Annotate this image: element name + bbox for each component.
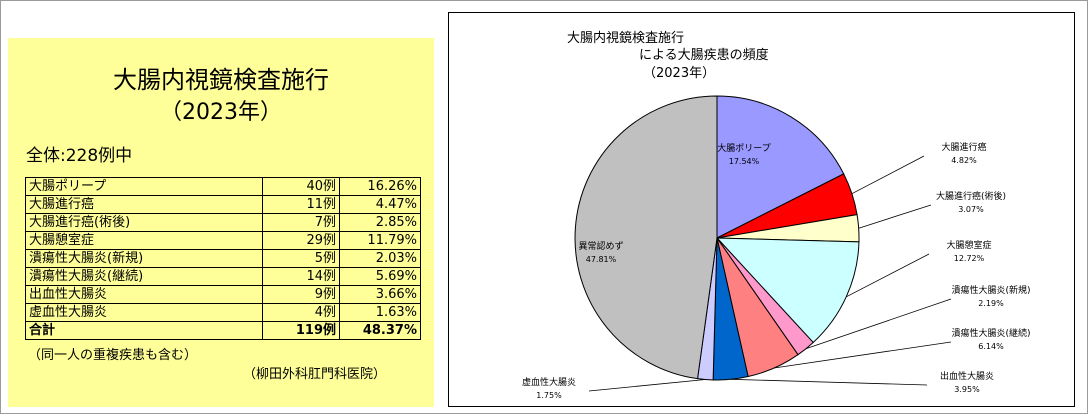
row-name: 大腸進行癌(術後) xyxy=(25,213,263,232)
slice-label-2: 大腸進行癌(術後) xyxy=(936,190,1006,202)
slice-label-0: 大腸ポリープ xyxy=(717,142,770,154)
row-percent: 2.85% xyxy=(339,213,421,232)
slice-percent-7: 1.75% xyxy=(536,391,562,400)
sum-count: 119例 xyxy=(262,321,340,340)
slice-label-5: 潰瘍性大腸炎(継続) xyxy=(951,327,1030,339)
pie-chart: 大腸内視鏡検査施行 による大腸疾患の頻度 （2023年） 大腸ポリープ 17.54… xyxy=(522,30,1031,400)
leader-line-2 xyxy=(858,204,932,229)
summary-subtitle: （2023年） xyxy=(160,100,282,125)
row-percent: 4.47% xyxy=(339,195,421,214)
row-percent: 16.26% xyxy=(339,177,421,196)
row-percent: 3.66% xyxy=(339,285,421,304)
slice-label-8: 異常認めず xyxy=(578,240,623,252)
row-count: 29例 xyxy=(262,231,340,250)
summary-panel: 大腸内視鏡検査施行 （2023年） 全体:228例中 大腸ポリープ 40例 16.2… xyxy=(8,38,434,407)
row-name: 潰瘍性大腸炎(新規) xyxy=(25,249,263,268)
row-percent: 2.03% xyxy=(339,249,421,268)
row-name: 大腸憩室症 xyxy=(25,231,263,250)
table-row: 虚血性大腸炎 4例 1.63% xyxy=(25,303,421,322)
leader-line-6 xyxy=(730,378,928,386)
slice-label-4: 潰瘍性大腸炎(新規) xyxy=(951,284,1030,296)
table-row: 潰瘍性大腸炎(新規) 5例 2.03% xyxy=(25,249,421,268)
row-percent: 1.63% xyxy=(339,303,421,322)
table-row: 大腸憩室症 29例 11.79% xyxy=(25,231,421,250)
chart-title-line-1: 大腸内視鏡検査施行 xyxy=(567,30,684,46)
summary-total: 全体:228例中 xyxy=(26,146,133,166)
row-name: 出血性大腸炎 xyxy=(25,285,263,304)
sum-percent: 48.37% xyxy=(339,321,421,340)
slice-percent-1: 4.82% xyxy=(951,156,977,165)
table-row: 大腸進行癌 11例 4.47% xyxy=(25,195,421,214)
slice-percent-8: 47.81% xyxy=(586,255,617,264)
slice-percent-6: 3.95% xyxy=(954,385,980,394)
slice-label-3: 大腸憩室症 xyxy=(946,239,991,251)
row-count: 11例 xyxy=(262,195,340,214)
summary-title: 大腸内視鏡検査施行 xyxy=(113,66,329,94)
slice-label-1: 大腸進行癌 xyxy=(941,141,986,153)
leader-line-5 xyxy=(774,341,952,369)
table-sum-row: 合計 119例 48.37% xyxy=(25,321,421,340)
table-row: 出血性大腸炎 9例 3.66% xyxy=(25,285,421,304)
note-duplicates: （同一人の重複疾患も含む） xyxy=(28,348,198,363)
row-count: 9例 xyxy=(262,285,340,304)
slice-percent-2: 3.07% xyxy=(958,205,984,214)
leader-line-4 xyxy=(805,298,952,350)
row-count: 40例 xyxy=(262,177,340,196)
slice-percent-0: 17.54% xyxy=(729,157,760,166)
sum-name: 合計 xyxy=(25,321,263,340)
table-row: 潰瘍性大腸炎(継続) 14例 5.69% xyxy=(25,267,421,286)
summary-table: 大腸ポリープ 40例 16.26% 大腸進行癌 11例 4.47% 大腸進行癌(術後) 7… xyxy=(25,177,421,340)
row-name: 大腸ポリープ xyxy=(25,177,263,196)
row-count: 5例 xyxy=(262,249,340,268)
leader-line-1 xyxy=(851,155,925,195)
note-clinic: （柳田外科肛門科医院） xyxy=(243,367,387,382)
row-name: 虚血性大腸炎 xyxy=(25,303,263,322)
chart-title-line-2: による大腸疾患の頻度 xyxy=(639,47,769,63)
slice-percent-4: 2.19% xyxy=(978,299,1004,308)
chart-panel: 大腸内視鏡検査施行 による大腸疾患の頻度 （2023年） 大腸ポリープ 17.54… xyxy=(448,12,1075,407)
slice-percent-5: 6.14% xyxy=(978,342,1004,351)
row-name: 潰瘍性大腸炎(継続) xyxy=(25,267,263,286)
row-count: 4例 xyxy=(262,303,340,322)
slice-percent-3: 12.72% xyxy=(954,254,985,263)
row-count: 14例 xyxy=(262,267,340,286)
row-percent: 11.79% xyxy=(339,231,421,250)
leader-line-7 xyxy=(588,379,706,392)
chart-title-line-3: （2023年） xyxy=(643,66,715,81)
table-row: 大腸進行癌(術後) 7例 2.85% xyxy=(25,213,421,232)
row-name: 大腸進行癌 xyxy=(25,195,263,214)
row-percent: 5.69% xyxy=(339,267,421,286)
leader-line-3 xyxy=(846,253,930,298)
slice-label-7: 虚血性大腸炎 xyxy=(522,376,576,388)
row-count: 7例 xyxy=(262,213,340,232)
pie-slice-3 xyxy=(715,237,860,344)
pie-slice-0 xyxy=(716,95,845,239)
table-row: 大腸ポリープ 40例 16.26% xyxy=(25,177,421,196)
pie-slice-8 xyxy=(574,95,718,380)
slice-label-6: 出血性大腸炎 xyxy=(940,370,994,382)
